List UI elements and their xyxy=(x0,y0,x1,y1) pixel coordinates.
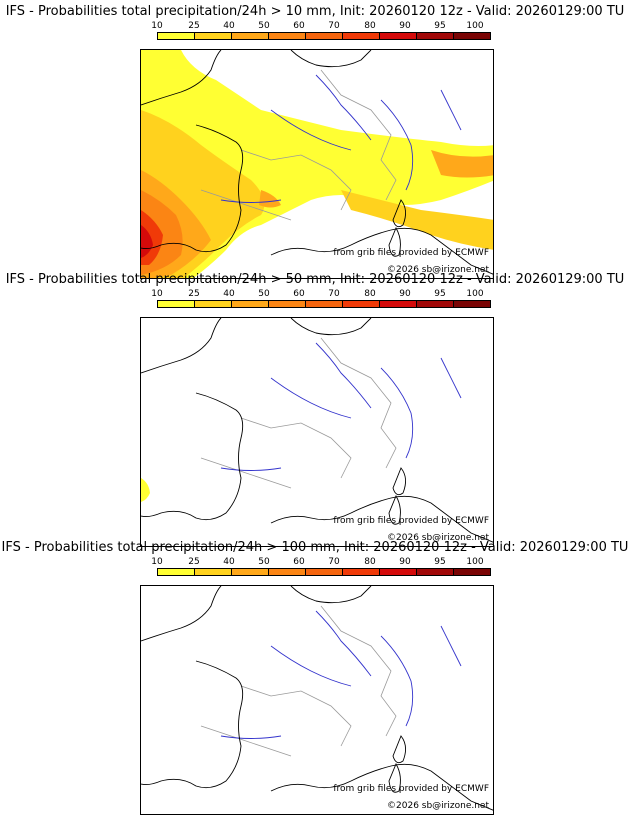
copyright-label: ©2026 sb@irizone.net xyxy=(387,533,489,543)
color-legend: 10 25 40 50 60 70 80 90 95 100 xyxy=(151,289,491,311)
shade-40b xyxy=(431,150,493,178)
color-bar-cell xyxy=(158,301,195,307)
source-credit: from grib files provided by ECMWF xyxy=(333,516,489,526)
color-bar-cell xyxy=(380,33,417,39)
color-bar-cell xyxy=(380,301,417,307)
panel-title: IFS - Probabilities total precipitation/… xyxy=(1,540,629,555)
copyright-label: ©2026 sb@irizone.net xyxy=(387,265,489,275)
color-bar-cell xyxy=(306,569,343,575)
map-canvas xyxy=(141,318,493,543)
legend-tick: 50 xyxy=(258,289,270,299)
color-legend: 10 25 40 50 60 70 80 90 95 100 xyxy=(151,557,491,579)
shade-25b xyxy=(341,190,493,250)
legend-tick: 100 xyxy=(466,21,484,31)
shade-10 xyxy=(141,478,150,502)
color-bar-cell xyxy=(454,569,490,575)
country-borders xyxy=(200,69,397,221)
legend-tick: 40 xyxy=(223,21,235,31)
color-bar-cell xyxy=(306,301,343,307)
legend-tick: 95 xyxy=(434,21,446,31)
color-bar-cell xyxy=(343,569,380,575)
coastlines xyxy=(141,50,493,275)
legend-tick: 60 xyxy=(293,289,305,299)
color-bar-cell xyxy=(306,33,343,39)
legend-tick: 100 xyxy=(466,289,484,299)
legend-tick: 10 xyxy=(151,289,163,299)
legend-tick: 25 xyxy=(188,289,200,299)
color-bar-cell xyxy=(269,569,306,575)
copyright-label: ©2026 sb@irizone.net xyxy=(387,801,489,811)
color-bar xyxy=(157,568,491,576)
legend-tick: 40 xyxy=(223,557,235,567)
source-credit: from grib files provided by ECMWF xyxy=(333,248,489,258)
shade-40c xyxy=(259,190,281,208)
color-bar-cell xyxy=(343,301,380,307)
shade-80 xyxy=(141,225,153,258)
color-bar-cell xyxy=(454,33,490,39)
legend-tick: 90 xyxy=(399,21,411,31)
color-bar-cell xyxy=(417,33,454,39)
color-bar-cell xyxy=(269,33,306,39)
color-bar xyxy=(157,300,491,308)
color-legend: 10 25 40 50 60 70 80 90 95 100 xyxy=(151,21,491,43)
legend-tick: 25 xyxy=(188,557,200,567)
rivers xyxy=(220,342,462,471)
color-bar-cell xyxy=(195,33,232,39)
legend-tick: 10 xyxy=(151,21,163,31)
legend-tick: 80 xyxy=(364,557,376,567)
legend-tick: 60 xyxy=(293,557,305,567)
country-borders xyxy=(200,605,397,757)
color-bar-cell xyxy=(232,301,269,307)
color-bar-cell xyxy=(232,33,269,39)
color-bar-cell xyxy=(454,301,490,307)
precipitation-map: from grib files provided by ECMWF ©2026 … xyxy=(140,585,494,815)
coastlines xyxy=(141,586,493,811)
legend-tick: 90 xyxy=(399,557,411,567)
color-bar-cell xyxy=(158,569,195,575)
color-bar-cell xyxy=(417,301,454,307)
panel-title: IFS - Probabilities total precipitation/… xyxy=(5,4,625,19)
legend-tick: 50 xyxy=(258,557,270,567)
legend-tick: 10 xyxy=(151,557,163,567)
country-borders xyxy=(200,337,397,489)
color-bar-cell xyxy=(195,301,232,307)
map-canvas xyxy=(141,50,493,278)
legend-tick: 50 xyxy=(258,21,270,31)
panel-title: IFS - Probabilities total precipitation/… xyxy=(5,272,625,287)
color-bar-cell xyxy=(158,33,195,39)
legend-tick: 25 xyxy=(188,21,200,31)
legend-tick: 95 xyxy=(434,289,446,299)
legend-tick: 90 xyxy=(399,289,411,299)
legend-tick: 70 xyxy=(328,289,340,299)
color-bar xyxy=(157,32,491,40)
color-bar-cell xyxy=(269,301,306,307)
coastlines xyxy=(141,318,493,543)
color-bar-cell xyxy=(380,569,417,575)
legend-tick: 40 xyxy=(223,289,235,299)
panel-50mm: IFS - Probabilities total precipitation/… xyxy=(0,272,630,547)
rivers xyxy=(220,610,462,739)
color-bar-cell xyxy=(195,569,232,575)
precip-shading xyxy=(141,50,493,278)
rivers xyxy=(220,74,462,203)
precipitation-map: from grib files provided by ECMWF ©2026 … xyxy=(140,49,494,279)
color-bar-cell xyxy=(232,569,269,575)
map-canvas xyxy=(141,586,493,811)
legend-tick: 80 xyxy=(364,289,376,299)
color-bar-cell xyxy=(417,569,454,575)
source-credit: from grib files provided by ECMWF xyxy=(333,784,489,794)
legend-tick: 95 xyxy=(434,557,446,567)
panel-100mm: IFS - Probabilities total precipitation/… xyxy=(0,540,630,815)
legend-tick: 80 xyxy=(364,21,376,31)
legend-tick: 70 xyxy=(328,557,340,567)
legend-tick: 70 xyxy=(328,21,340,31)
precipitation-map: from grib files provided by ECMWF ©2026 … xyxy=(140,317,494,547)
precip-shading xyxy=(141,478,150,502)
color-bar-cell xyxy=(343,33,380,39)
legend-tick: 100 xyxy=(466,557,484,567)
panel-10mm: IFS - Probabilities total precipitation/… xyxy=(0,4,630,279)
legend-tick: 60 xyxy=(293,21,305,31)
